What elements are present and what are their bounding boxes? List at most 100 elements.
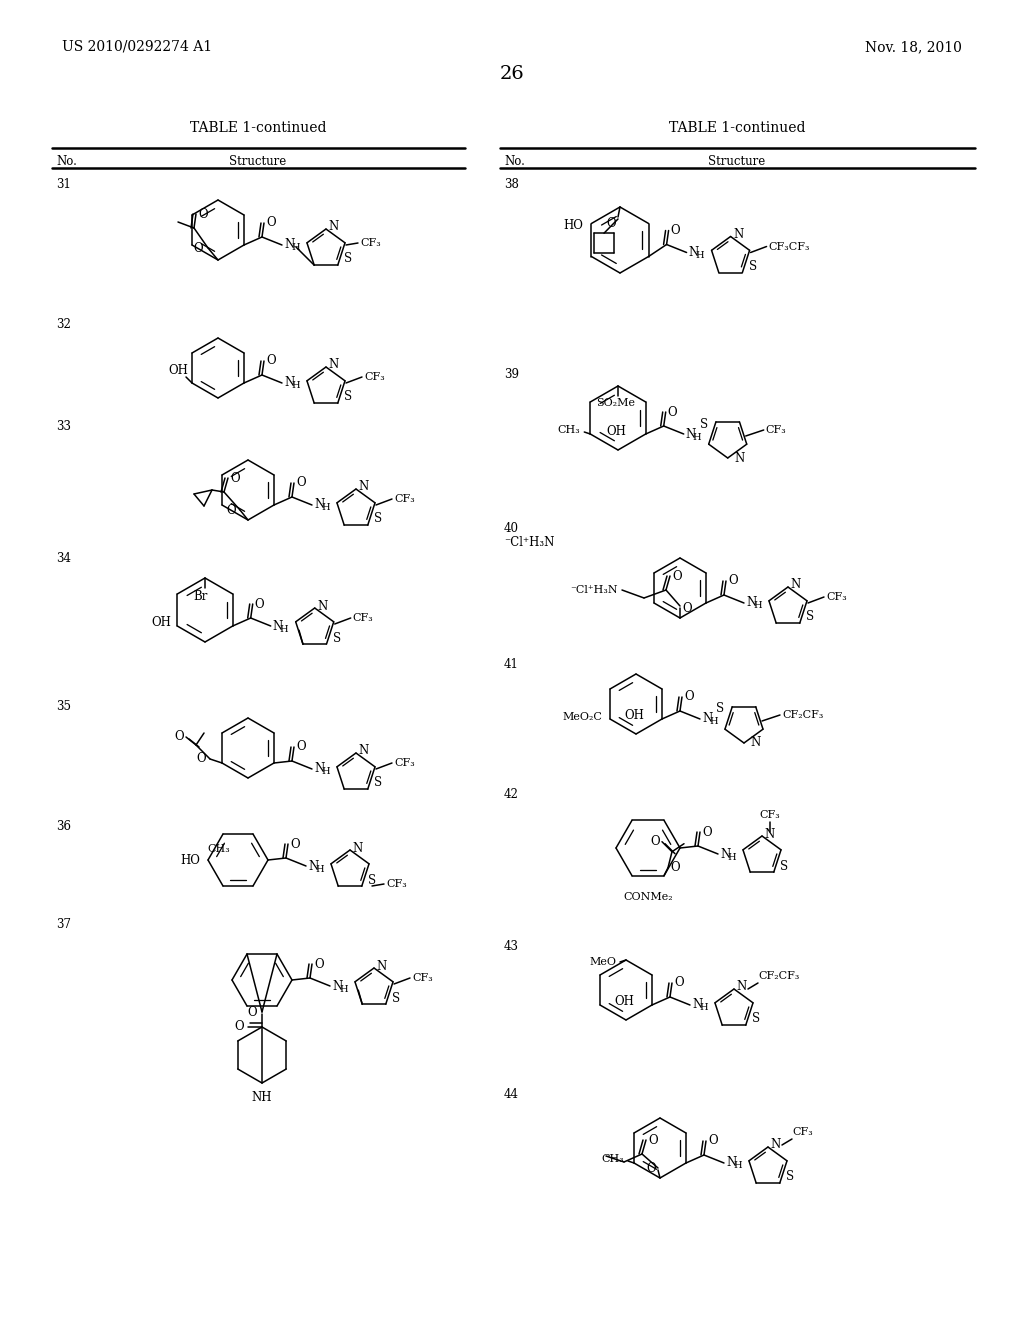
Text: S: S bbox=[374, 512, 382, 525]
Text: 32: 32 bbox=[56, 318, 71, 331]
Text: 26: 26 bbox=[500, 65, 524, 83]
Text: O: O bbox=[684, 690, 693, 704]
Text: 37: 37 bbox=[56, 917, 71, 931]
Text: H: H bbox=[753, 602, 762, 610]
Text: NH: NH bbox=[252, 1092, 272, 1104]
Text: H: H bbox=[315, 865, 324, 874]
Text: N: N bbox=[358, 480, 369, 494]
Text: Nov. 18, 2010: Nov. 18, 2010 bbox=[865, 40, 962, 54]
Text: O: O bbox=[646, 1162, 656, 1175]
Text: H: H bbox=[727, 853, 735, 862]
Text: N: N bbox=[329, 220, 339, 234]
Text: MeO: MeO bbox=[589, 957, 616, 968]
Text: S: S bbox=[716, 702, 724, 715]
Text: H: H bbox=[692, 433, 701, 441]
Text: H: H bbox=[280, 624, 289, 634]
Text: 33: 33 bbox=[56, 420, 71, 433]
Text: N: N bbox=[314, 763, 325, 776]
Text: US 2010/0292274 A1: US 2010/0292274 A1 bbox=[62, 40, 212, 54]
Text: N: N bbox=[686, 428, 696, 441]
Text: S: S bbox=[752, 1012, 760, 1026]
Text: CF₃: CF₃ bbox=[760, 810, 780, 820]
Text: 34: 34 bbox=[56, 552, 71, 565]
Text: OH: OH bbox=[168, 364, 188, 378]
Text: CF₃: CF₃ bbox=[364, 372, 385, 381]
Text: N: N bbox=[720, 847, 730, 861]
Text: CF₃: CF₃ bbox=[360, 238, 381, 248]
Text: No.: No. bbox=[504, 154, 525, 168]
Text: CF₃: CF₃ bbox=[394, 494, 415, 504]
Text: TABLE 1-continued: TABLE 1-continued bbox=[669, 121, 805, 135]
Text: ⁻Cl⁺H₃N: ⁻Cl⁺H₃N bbox=[570, 585, 618, 595]
Text: N: N bbox=[317, 599, 328, 612]
Text: S: S bbox=[333, 631, 341, 644]
Text: 36: 36 bbox=[56, 820, 71, 833]
Text: N: N bbox=[284, 239, 294, 252]
Text: O: O bbox=[648, 1134, 657, 1147]
Text: 43: 43 bbox=[504, 940, 519, 953]
Text: N: N bbox=[733, 228, 743, 242]
Text: O: O bbox=[230, 471, 240, 484]
Text: H: H bbox=[699, 1003, 708, 1012]
Text: O: O bbox=[708, 1134, 718, 1147]
Text: H: H bbox=[321, 503, 330, 512]
Text: O: O bbox=[702, 825, 712, 838]
Text: CF₃: CF₃ bbox=[792, 1127, 813, 1137]
Text: S: S bbox=[699, 417, 708, 430]
Text: O: O bbox=[266, 215, 275, 228]
Text: CF₃: CF₃ bbox=[352, 612, 374, 623]
Text: N: N bbox=[272, 619, 283, 632]
Text: H: H bbox=[339, 985, 347, 994]
Text: O: O bbox=[314, 957, 324, 970]
Text: N: N bbox=[745, 597, 757, 610]
Text: N: N bbox=[314, 499, 325, 511]
Text: 35: 35 bbox=[56, 700, 71, 713]
Text: MeO₂C: MeO₂C bbox=[562, 711, 602, 722]
Text: S: S bbox=[374, 776, 382, 789]
Text: TABLE 1-continued: TABLE 1-continued bbox=[189, 121, 327, 135]
Text: 40: 40 bbox=[504, 521, 519, 535]
Text: H: H bbox=[291, 243, 300, 252]
Text: S: S bbox=[368, 874, 376, 887]
Text: H: H bbox=[709, 718, 718, 726]
Text: O: O bbox=[226, 503, 236, 516]
Text: HO: HO bbox=[563, 219, 584, 232]
Text: 42: 42 bbox=[504, 788, 519, 801]
Text: 31: 31 bbox=[56, 178, 71, 191]
Text: N: N bbox=[329, 359, 339, 371]
Text: 41: 41 bbox=[504, 657, 519, 671]
Text: O: O bbox=[606, 216, 616, 230]
Text: OH: OH bbox=[152, 615, 171, 628]
Text: SO₂Me: SO₂Me bbox=[597, 399, 636, 408]
Text: H: H bbox=[291, 381, 300, 391]
Text: OH: OH bbox=[624, 709, 644, 722]
Text: N: N bbox=[765, 828, 775, 841]
Text: O: O bbox=[674, 977, 684, 990]
Text: CH₃: CH₃ bbox=[601, 1154, 624, 1164]
Text: N: N bbox=[734, 451, 744, 465]
Text: CONMe₂: CONMe₂ bbox=[624, 892, 673, 902]
Text: CF₃: CF₃ bbox=[412, 973, 433, 983]
Text: Br: Br bbox=[194, 590, 208, 603]
Text: O: O bbox=[174, 730, 184, 743]
Text: CF₂CF₃: CF₂CF₃ bbox=[758, 972, 800, 981]
Text: CF₃: CF₃ bbox=[394, 758, 415, 768]
Text: CH₃: CH₃ bbox=[208, 843, 230, 854]
Text: O: O bbox=[266, 355, 275, 367]
Text: 44: 44 bbox=[504, 1088, 519, 1101]
Text: O: O bbox=[255, 598, 264, 610]
Text: OH: OH bbox=[606, 425, 626, 438]
Text: N: N bbox=[353, 842, 364, 854]
Text: S: S bbox=[344, 391, 352, 404]
Text: CF₂CF₃: CF₂CF₃ bbox=[782, 710, 823, 719]
Text: CF₃CF₃: CF₃CF₃ bbox=[769, 242, 810, 252]
Text: H: H bbox=[733, 1162, 741, 1171]
Text: CF₃: CF₃ bbox=[386, 879, 407, 888]
Text: O: O bbox=[672, 569, 682, 582]
Text: O: O bbox=[296, 741, 305, 754]
Text: O: O bbox=[682, 602, 691, 615]
Text: O: O bbox=[728, 574, 737, 587]
Text: N: N bbox=[284, 376, 294, 389]
Text: HO: HO bbox=[180, 854, 200, 866]
Text: CH₃: CH₃ bbox=[557, 425, 581, 436]
